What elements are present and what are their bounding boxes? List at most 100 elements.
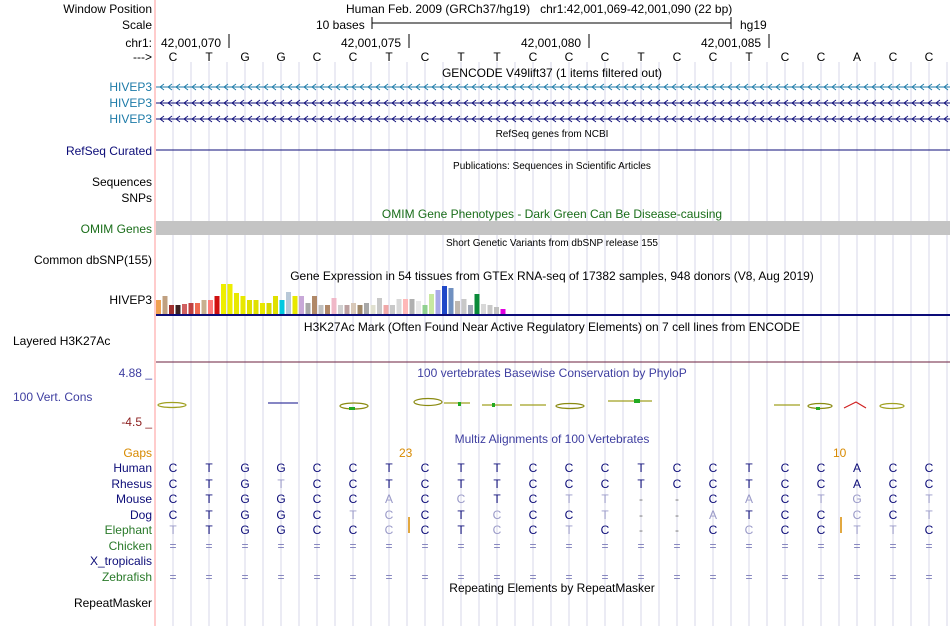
gtex-bar: [500, 309, 506, 314]
alignment-base: =: [421, 538, 429, 553]
reference-base: C: [168, 50, 178, 64]
species-label-elephant[interactable]: Elephant: [104, 523, 152, 537]
chrom-label: chr1:: [125, 36, 152, 50]
alignment-base: =: [385, 538, 393, 553]
alignment-base: =: [817, 569, 825, 584]
gtex-bar: [422, 305, 428, 314]
reference-base: C: [348, 50, 358, 64]
gtex-bar: [442, 286, 447, 314]
alignment-base: C: [672, 476, 682, 491]
gtex-bar: [351, 303, 356, 314]
alignment-base: T: [457, 461, 465, 475]
species-label-zebrafish[interactable]: Zebrafish: [101, 569, 152, 584]
alignment-base: =: [169, 538, 177, 553]
alignment-base: C: [348, 461, 358, 475]
reference-base: C: [312, 50, 322, 64]
publications-snps-label[interactable]: SNPs: [121, 191, 152, 205]
alignment-base: -: [675, 523, 679, 537]
omim-gene-block: [156, 221, 950, 235]
repeatmasker-label[interactable]: RepeatMasker: [73, 596, 152, 610]
gtex-bar: [156, 300, 161, 314]
alignment-base: C: [528, 492, 538, 506]
scale-value: 10 bases: [316, 18, 365, 32]
alignment-base: C: [888, 461, 898, 475]
alignment-base: T: [457, 507, 465, 522]
gtex-bar: [247, 300, 252, 314]
gencode-item-3[interactable]: HIVEP3: [109, 112, 152, 126]
h3k27ac-track-title: H3K27Ac Mark (Often Found Near Active Re…: [303, 320, 801, 334]
alignment-base: -: [639, 507, 643, 522]
alignment-base: C: [528, 461, 538, 475]
alignment-base: =: [637, 569, 645, 584]
alignment-base: C: [420, 461, 430, 475]
alignment-base: =: [313, 569, 321, 584]
phylop-mark-8: [555, 402, 585, 410]
alignment-base: =: [853, 538, 861, 553]
gtex-bar: [487, 305, 493, 314]
alignment-base: -: [675, 492, 679, 506]
multiz-gap-markers: [408, 517, 842, 533]
alignment-base: T: [565, 523, 573, 537]
gtex-bar: [227, 284, 233, 314]
species-label-human[interactable]: Human: [113, 461, 152, 475]
gtex-bar: [344, 305, 350, 314]
chrom-tick-4: 42,001,085: [701, 36, 762, 50]
alignment-base: =: [241, 569, 249, 584]
phylop-mark-12: [843, 401, 867, 409]
refseq-label[interactable]: RefSeq Curated: [65, 144, 152, 158]
species-label-mouse[interactable]: Mouse: [115, 492, 152, 506]
phylop-marks: [157, 397, 905, 410]
gtex-bar: [396, 299, 402, 314]
alignment-base: C: [492, 507, 502, 522]
alignment-base: C: [168, 492, 178, 506]
alignment-base: C: [168, 476, 178, 491]
alignment-base: C: [924, 523, 934, 537]
species-label-x-tropicalis[interactable]: X_tropicalis: [89, 554, 152, 568]
reference-base: C: [780, 50, 790, 64]
repeatmasker-track-title: Repeating Elements by RepeatMasker: [449, 581, 655, 595]
alignment-base: G: [240, 523, 250, 537]
alignment-base: C: [420, 476, 430, 491]
multiz-track-title: Multiz Alignments of 100 Vertebrates: [454, 432, 650, 446]
phylop-label[interactable]: 100 Vert. Cons: [13, 390, 93, 404]
species-label-chicken[interactable]: Chicken: [108, 538, 152, 553]
alignment-base: T: [745, 476, 753, 491]
gtex-bar: [416, 301, 421, 314]
gtex-bar: [429, 294, 434, 314]
species-label-dog[interactable]: Dog: [129, 507, 152, 522]
alignment-base: C: [672, 461, 682, 475]
gtex-bars: [156, 284, 506, 314]
alignment-base: C: [312, 492, 322, 506]
alignment-base: C: [312, 461, 322, 475]
phylop-max-label: 4.88 _: [118, 366, 152, 380]
alignment-base: C: [168, 507, 178, 522]
gtex-bar: [201, 300, 207, 314]
gencode-item-1[interactable]: HIVEP3: [109, 80, 152, 94]
alignment-base: C: [924, 461, 934, 475]
alignment-base: G: [240, 476, 250, 491]
gtex-label[interactable]: HIVEP3: [109, 293, 152, 307]
gtex-bar: [299, 296, 304, 314]
gencode-item-2[interactable]: HIVEP3: [109, 96, 152, 110]
phylop-mark-5b: [458, 402, 461, 406]
alignment-base: C: [924, 476, 934, 491]
strand-label: --->: [133, 50, 152, 64]
alignment-base: T: [745, 461, 753, 475]
alignment-base: C: [600, 523, 610, 537]
alignment-base: T: [349, 507, 357, 522]
dbsnp-label[interactable]: Common dbSNP(155): [33, 253, 152, 267]
alignment-base: C: [420, 507, 430, 522]
omim-label[interactable]: OMIM Genes: [80, 222, 152, 236]
h3k27ac-label[interactable]: Layered H3K27Ac: [13, 334, 111, 348]
alignment-base: C: [780, 507, 790, 522]
publications-sequences-label[interactable]: Sequences: [91, 175, 152, 189]
alignment-base: T: [205, 476, 213, 491]
alignment-base: T: [385, 461, 393, 475]
gtex-bar: [188, 303, 194, 314]
species-label-rhesus[interactable]: Rhesus: [111, 476, 152, 491]
alignment-base: =: [205, 538, 213, 553]
gtex-bar: [169, 305, 174, 314]
gtex-bar: [240, 296, 246, 314]
